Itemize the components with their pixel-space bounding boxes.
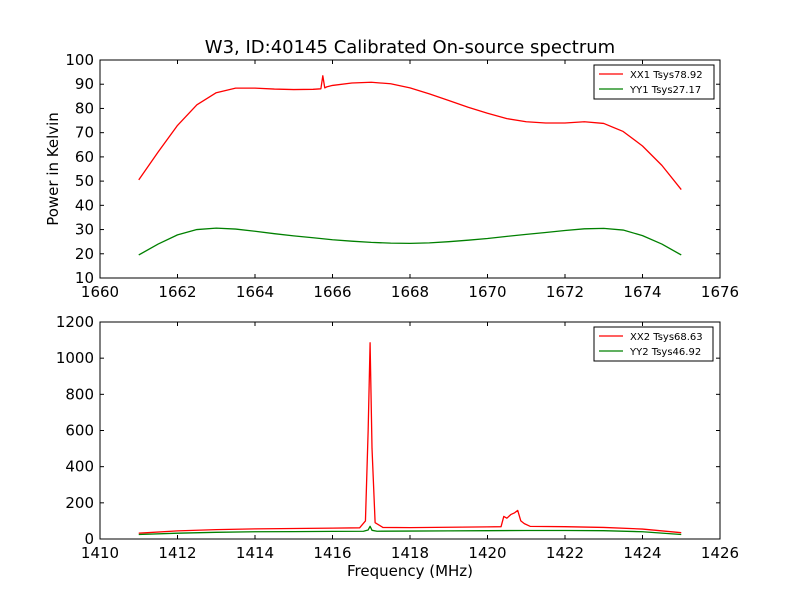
top-y-tick-label-6: 70 [75,124,94,142]
bottom-x-tick-label-3: 1416 [313,544,351,562]
bottom-x-tick-label-4: 1418 [391,544,429,562]
top-y-tick-label-8: 90 [75,75,94,93]
top-y-tick-label-0: 10 [75,269,94,287]
top-x-tick-label-0: 1660 [81,283,119,301]
bottom-x-tick-label-0: 1410 [81,544,119,562]
bottom-legend-label-yy2: YY2 Tsys46.92 [629,347,701,358]
bottom-x-tick-label-5: 1420 [468,544,506,562]
top-x-tick-label-7: 1674 [623,283,661,301]
top-legend-label-yy1: YY1 Tsys27.17 [629,85,701,96]
bottom-series-layer [138,342,682,536]
chart-title: W3, ID:40145 Calibrated On-source spectr… [205,37,615,58]
top-x-tick-label-4: 1668 [391,283,429,301]
top-panel: 1660 1662 1664 1666 1668 1670 1672 1674 1676 10 20… [44,51,739,301]
top-y-tick-label-3: 40 [75,196,94,214]
top-x-tick-label-5: 1670 [468,283,506,301]
top-x-tick-label-2: 1664 [236,283,274,301]
top-x-tick-label-8: 1676 [701,283,739,301]
bottom-y-tick-label-6: 1200 [56,313,94,331]
bottom-plot-frame [99,321,721,540]
bottom-x-tick-label-7: 1424 [623,544,661,562]
bottom-series-line-0 [138,342,682,534]
top-y-tick-label-7: 80 [75,99,94,117]
bottom-legend-box [593,326,714,362]
top-legend-box [593,64,715,100]
top-legend-label-xx1: XX1 Tsys78.92 [630,70,703,81]
top-series-layer [138,75,682,256]
top-y-tick-label-4: 50 [75,172,94,190]
top-x-tick-label-3: 1666 [313,283,351,301]
bottom-x-tick-label-2: 1414 [236,544,274,562]
bottom-x-tick-label-1: 1412 [158,544,196,562]
top-tick-layer: 1660 1662 1664 1666 1668 1670 1672 1674 1676 10 20… [65,51,739,301]
bottom-y-tick-label-0: 0 [84,530,94,548]
top-plot-frame [99,59,721,279]
bottom-legend-label-xx2: XX2 Tsys68.63 [630,332,703,343]
bottom-y-tick-label-4: 800 [65,385,94,403]
top-series-line-0 [138,75,682,190]
top-y-tick-label-2: 30 [75,221,94,239]
bottom-y-tick-label-3: 600 [65,422,94,440]
bottom-legend: XX2 Tsys68.63 YY2 Tsys46.92 [593,326,714,362]
top-y-tick-label-5: 60 [75,148,94,166]
top-x-tick-label-6: 1672 [546,283,584,301]
bottom-tick-layer: 1410 1412 1414 1416 1418 1420 1422 1424 1426 0 200… [56,313,739,562]
top-series-line-1 [138,227,682,256]
top-y-axis-label: Power in Kelvin [44,112,62,226]
bottom-panel: 1410 1412 1414 1416 1418 1420 1422 1424 1426 0 200… [56,313,739,580]
bottom-x-tick-label-6: 1422 [546,544,584,562]
bottom-x-axis-label: Frequency (MHz) [347,562,473,580]
bottom-series-line-1 [138,525,682,536]
bottom-y-tick-label-2: 400 [65,458,94,476]
top-y-tick-label-9: 100 [65,51,94,69]
top-y-tick-label-1: 20 [75,245,94,263]
bottom-y-tick-label-5: 1000 [56,349,94,367]
bottom-x-tick-label-8: 1426 [701,544,739,562]
top-legend: XX1 Tsys78.92 YY1 Tsys27.17 [593,64,715,100]
top-x-tick-label-1: 1662 [158,283,196,301]
bottom-y-tick-label-1: 200 [65,494,94,512]
